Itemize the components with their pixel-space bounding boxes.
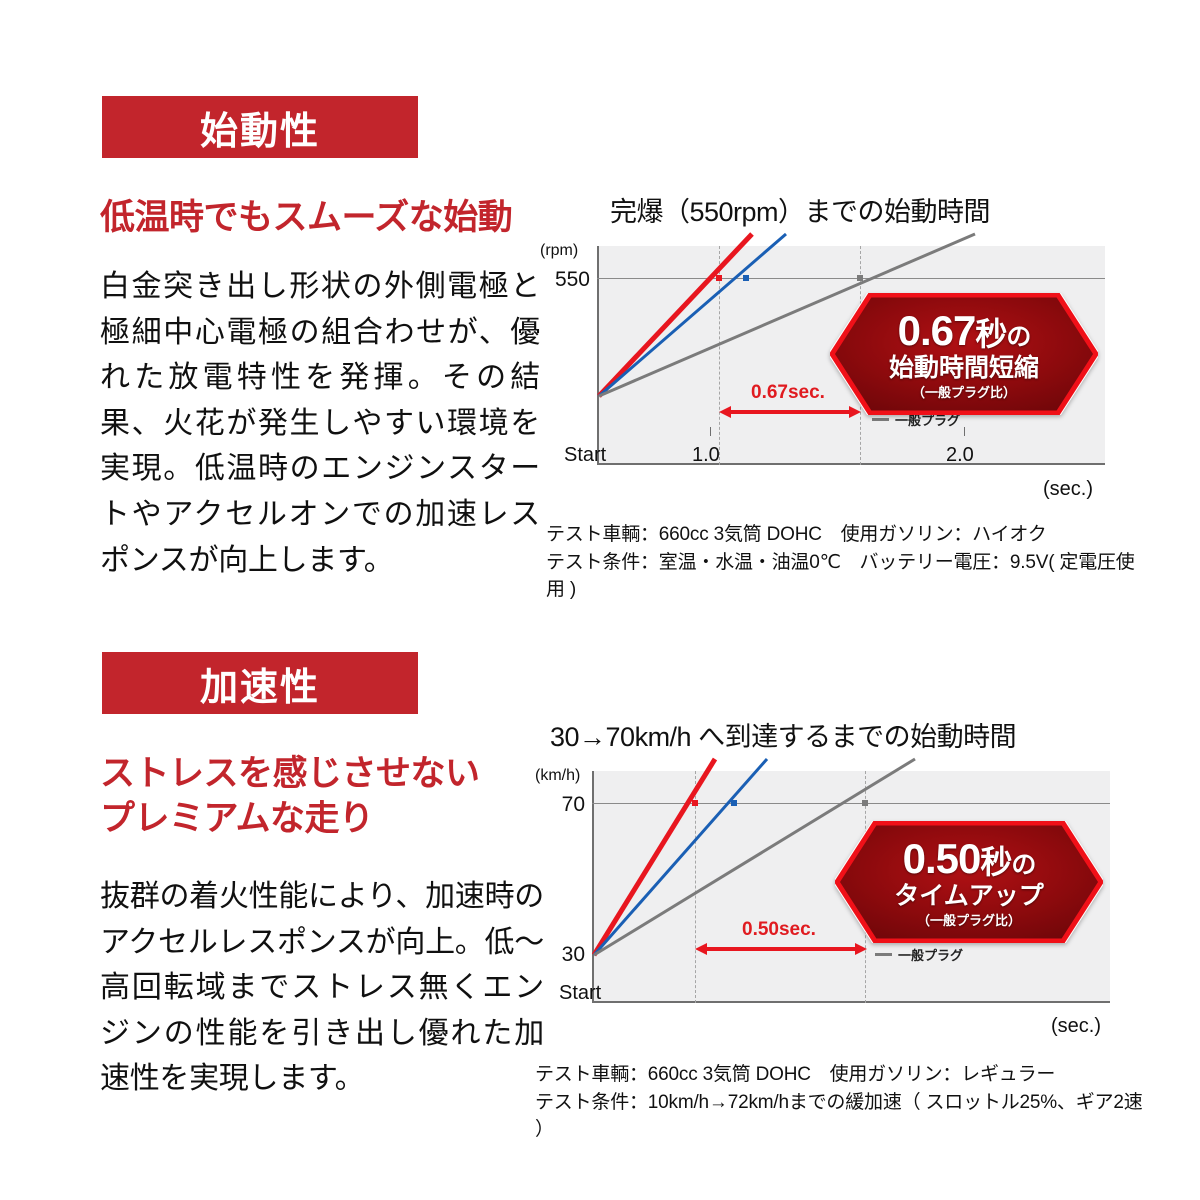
x-tick-start: Start xyxy=(564,444,607,466)
marker-iridium xyxy=(743,275,749,281)
chart-footnote: テスト車輌：660cc 3気筒 DOHC 使用ガソリン：ハイオク テスト条件：室… xyxy=(546,524,1135,601)
callout-value: 0.50 xyxy=(902,834,982,882)
section-badge-acceleration: 加速性 xyxy=(102,652,418,714)
callout-particle: の xyxy=(1006,322,1031,351)
measure-arrow xyxy=(719,404,861,425)
callout-value-line: 0.50秒の xyxy=(902,834,1037,882)
callout-value: 0.67 xyxy=(897,306,977,354)
callout-subtitle: 始動時間短縮 xyxy=(888,353,1039,382)
section-badge-label: 始動性 xyxy=(199,110,320,153)
x-tick-1-0: 1.0 xyxy=(692,444,720,466)
y-tick-30: 30 xyxy=(561,943,585,966)
dashed-marker-rx xyxy=(719,246,720,465)
series-lines xyxy=(591,757,916,957)
legend-item: 一般プラグ xyxy=(872,410,1045,429)
chart-acceleration-time: 30→70km/h へ到達するまでの始動時間 (km/h) (sec.) 70 … xyxy=(535,715,1145,1140)
callout-subtitle: タイムアップ xyxy=(894,881,1044,910)
legend-swatch-standard-icon xyxy=(875,953,892,956)
measure-arrow xyxy=(695,941,867,962)
x-tick-start: Start xyxy=(559,982,602,1004)
x-axis-unit-label: (sec.) xyxy=(1051,1015,1101,1037)
x-axis xyxy=(592,1001,1110,1003)
y-axis xyxy=(597,246,599,465)
series-line-standard xyxy=(593,757,916,957)
plot-wrap: (km/h) (sec.) 70 30 Start xyxy=(535,757,1120,1041)
section-body-startability: 白金突き出し形状の外側電極と極細中心電極の組合わせが、優れた放電特性を発揮。その… xyxy=(100,270,540,577)
series-line-standard xyxy=(598,232,976,398)
dashed-marker-rx xyxy=(695,771,696,1003)
chart-footnote: テスト車輌：660cc 3気筒 DOHC 使用ガソリン：レギュラー テスト条件：… xyxy=(535,1064,1143,1141)
y-axis xyxy=(592,771,594,1003)
series-lines xyxy=(597,232,976,398)
callout-unit: 秒 xyxy=(980,843,1012,880)
x-axis-unit-label: (sec.) xyxy=(1043,478,1093,500)
callout-badge-acceleration: 0.50秒の タイムアップ （一般プラグ比） xyxy=(835,821,1103,943)
chart-startup-time: 完爆（550rpm）までの始動時間 (rpm) (sec.) 550 Start… xyxy=(540,190,1140,600)
measure-arrow-svg xyxy=(719,406,861,418)
y-tick-550: 550 xyxy=(554,268,590,291)
x-tickmark-1 xyxy=(710,427,711,436)
y-axis-unit-label: (rpm) xyxy=(540,242,579,259)
legend-item: 一般プラグ xyxy=(875,945,1048,964)
callout-shape xyxy=(835,821,1103,943)
series-line-rx xyxy=(597,232,754,398)
marker-standard xyxy=(857,275,863,281)
section-badge-label: 加速性 xyxy=(199,666,320,709)
series-line-iridium xyxy=(592,758,769,956)
callout-value-line: 0.67秒の xyxy=(897,306,1032,354)
series-line-rx xyxy=(591,757,718,957)
chart-title: 完爆（550rpm）までの始動時間 xyxy=(610,197,991,227)
y-tick-70: 70 xyxy=(561,793,585,816)
marker-rx xyxy=(716,275,722,281)
callout-unit: 秒 xyxy=(975,315,1007,352)
legend-label-standard: 一般プラグ xyxy=(898,948,964,963)
callout-shape xyxy=(830,293,1098,415)
callout-text: 0.50秒の タイムアップ （一般プラグ比） xyxy=(835,821,1103,943)
x-axis xyxy=(597,463,1105,465)
x-tick-2-0: 2.0 xyxy=(946,444,974,466)
measure-label: 0.67sec. xyxy=(751,382,825,403)
marker-iridium xyxy=(731,800,737,806)
section-lead-acceleration: ストレスを感じさせない プレミアムな走り xyxy=(100,754,480,838)
marker-standard xyxy=(862,800,868,806)
measure-label: 0.50sec. xyxy=(742,919,816,940)
legend-label-standard: 一般プラグ xyxy=(895,413,961,428)
plot-wrap: (rpm) (sec.) 550 Start 1.0 2.0 xyxy=(540,232,1115,503)
threshold-gridline-70 xyxy=(592,803,1110,804)
measure-arrow-svg xyxy=(695,943,867,955)
section-body-acceleration: 抜群の着火性能により、加速時のアクセルレスポンスが向上。低〜高回転域までストレス… xyxy=(100,880,544,1096)
callout-note: （一般プラグ比） xyxy=(911,384,1016,400)
marker-rx xyxy=(692,800,698,806)
y-axis-unit-label: (km/h) xyxy=(535,767,581,784)
callout-badge-startability: 0.67秒の 始動時間短縮 （一般プラグ比） xyxy=(830,293,1098,415)
callout-text: 0.67秒の 始動時間短縮 （一般プラグ比） xyxy=(830,293,1098,415)
section-lead-startability: 低温時でもスムーズな始動 xyxy=(100,198,513,237)
series-line-iridium xyxy=(598,232,787,398)
chart-title: 30→70km/h へ到達するまでの始動時間 xyxy=(550,722,1017,752)
callout-note: （一般プラグ比） xyxy=(916,912,1021,928)
threshold-gridline-550 xyxy=(597,278,1105,279)
x-tickmark-2 xyxy=(964,427,965,436)
section-badge-startability: 始動性 xyxy=(102,96,418,158)
legend-swatch-standard-icon xyxy=(872,418,889,421)
callout-particle: の xyxy=(1011,850,1036,879)
